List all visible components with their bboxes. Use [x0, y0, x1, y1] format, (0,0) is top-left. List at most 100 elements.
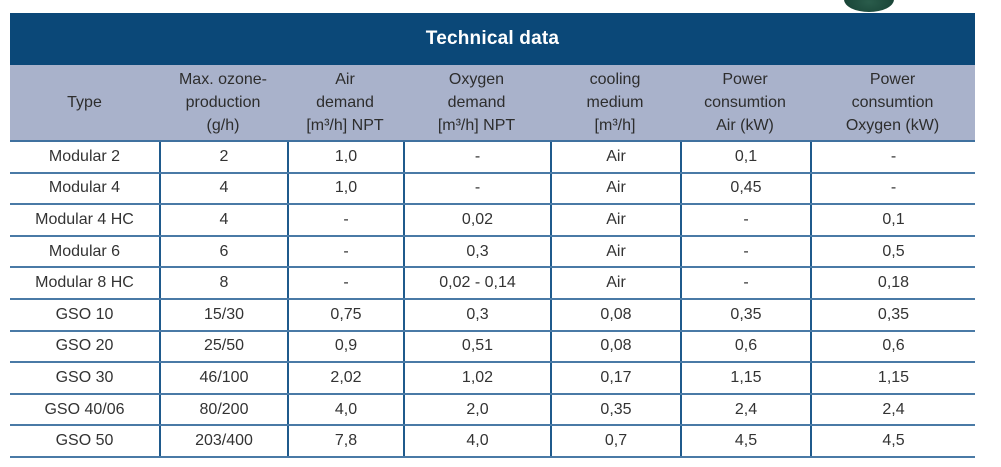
table-cell: 0,3 — [403, 299, 550, 330]
table-cell: 0,35 — [550, 394, 680, 425]
table-cell: - — [287, 268, 403, 298]
table-cell: 4,0 — [287, 394, 403, 425]
table-cell: Modular 4 — [48, 179, 121, 197]
table-cell: 2 — [159, 142, 287, 172]
table-cell: 0,3 — [403, 236, 550, 267]
table-cell: - — [287, 236, 403, 267]
table-cell: 1,0 — [287, 173, 403, 204]
table-cell: Modular 8 HC — [35, 274, 134, 292]
table-cell: - — [680, 205, 810, 235]
header-line: Air — [335, 71, 355, 88]
table-cell: 4,5 — [680, 426, 810, 456]
table-cell: 0,08 — [550, 299, 680, 330]
table-cell: GSO 10 — [55, 305, 114, 323]
table-title-bar: Technical data — [10, 13, 975, 65]
table-cell: 0,45 — [680, 173, 810, 204]
column-header-oxygen-demand: Oxygen demand [m³/h] NPT — [403, 65, 550, 140]
table-cell: 1,0 — [287, 142, 403, 172]
table-cell: GSO 50 — [55, 432, 114, 450]
table-cell: 7,8 — [287, 426, 403, 456]
header-line: Max. ozone- — [178, 71, 268, 88]
table-cell: GSO 40/06 — [44, 400, 125, 418]
table-cell: 1,02 — [403, 363, 550, 393]
header-line: Type — [67, 94, 102, 111]
column-header-power-consumtion-oxygen: Power consumtion Oxygen (kW) — [810, 65, 975, 140]
table-cell: Air — [550, 205, 680, 235]
column-header-type: Type — [10, 65, 159, 140]
header-line: demand — [447, 94, 506, 111]
table-row-gso-50: GSO 50 203/400 7,8 4,0 0,7 4,5 4,5 — [10, 426, 975, 458]
header-line: Power — [722, 71, 768, 88]
header-line: cooling — [589, 71, 641, 88]
table-cell: 1,15 — [810, 363, 975, 393]
table-row-modular-8-hc: Modular 8 HC 8 - 0,02 - 0,14 Air - 0,18 — [10, 268, 975, 300]
table-cell: 2,4 — [680, 394, 810, 425]
table-cell: 0,35 — [810, 299, 975, 330]
header-line: Oxygen — [448, 71, 505, 88]
table-cell: 0,5 — [810, 236, 975, 267]
header-line: (g/h) — [206, 117, 240, 134]
table-cell: 2,4 — [810, 394, 975, 425]
table-cell: 203/400 — [159, 426, 287, 456]
table-cell: 4 — [159, 205, 287, 235]
table-row-gso-20: GSO 20 25/50 0,9 0,51 0,08 0,6 0,6 — [10, 331, 975, 364]
column-header-power-consumtion-air: Power consumtion Air (kW) — [680, 65, 810, 140]
header-line: production — [185, 94, 261, 111]
table-title: Technical data — [425, 28, 560, 49]
table-cell: Air — [550, 236, 680, 267]
header-line: demand — [316, 94, 374, 111]
header-line: Oxygen (kW) — [845, 117, 940, 134]
table-cell: 0,6 — [810, 331, 975, 362]
table-cell: 2,02 — [287, 363, 403, 393]
table-cell: 4,5 — [810, 426, 975, 456]
table-cell: - — [403, 173, 550, 204]
header-line: consumtion — [851, 94, 934, 111]
header-line: [m³/h] — [594, 117, 636, 134]
table-cell: 0,7 — [550, 426, 680, 456]
header-line: [m³/h] NPT — [437, 117, 516, 134]
table-cell: 80/200 — [159, 394, 287, 425]
table-cell: 0,9 — [287, 331, 403, 362]
table-row-modular-4-hc: Modular 4 HC 4 - 0,02 Air - 0,1 — [10, 205, 975, 237]
table-cell: - — [810, 173, 975, 204]
header-line: [m³/h] NPT — [306, 117, 384, 134]
header-line: Air (kW) — [716, 117, 774, 134]
table-row-gso-30: GSO 30 46/100 2,02 1,02 0,17 1,15 1,15 — [10, 363, 975, 395]
table-cell: - — [403, 142, 550, 172]
table-cell: GSO 20 — [55, 337, 114, 355]
table-cell: 0,02 — [403, 205, 550, 235]
table-cell: Air — [550, 142, 680, 172]
table-cell: 2,0 — [403, 394, 550, 425]
table-cell: 15/30 — [159, 299, 287, 330]
table-cell: 4 — [159, 173, 287, 204]
table-cell: 8 — [159, 268, 287, 298]
table-cell: GSO 30 — [55, 368, 114, 386]
table-cell: 25/50 — [159, 331, 287, 362]
table-cell: - — [680, 236, 810, 267]
table-cell: Modular 4 HC — [35, 210, 134, 228]
table-cell: 0,1 — [810, 205, 975, 235]
header-line: Power — [869, 71, 916, 88]
table-cell: Modular 2 — [48, 147, 121, 165]
table-cell: 0,51 — [403, 331, 550, 362]
table-cell: 0,1 — [680, 142, 810, 172]
table-header-row: Type Max. ozone- production (g/h) Air de… — [10, 65, 975, 142]
header-line: medium — [586, 94, 644, 111]
table-cell: 0,02 - 0,14 — [403, 268, 550, 298]
table-cell: 6 — [159, 236, 287, 267]
table-cell: - — [810, 142, 975, 172]
table-row-gso-10: GSO 10 15/30 0,75 0,3 0,08 0,35 0,35 — [10, 299, 975, 332]
table-row-gso-40-06: GSO 40/06 80/200 4,0 2,0 0,35 2,4 2,4 — [10, 394, 975, 427]
table-cell: 0,75 — [287, 299, 403, 330]
header-line: consumtion — [704, 94, 786, 111]
table-cell: 4,0 — [403, 426, 550, 456]
technical-data-table: Technical data Type Max. ozone- producti… — [10, 13, 975, 458]
table-row-modular-6: Modular 6 6 - 0,3 Air - 0,5 — [10, 236, 975, 269]
table-cell: - — [287, 205, 403, 235]
table-row-modular-4: Modular 4 4 1,0 - Air 0,45 - — [10, 173, 975, 206]
table-cell: 46/100 — [159, 363, 287, 393]
table-cell: 0,6 — [680, 331, 810, 362]
table-cell: 1,15 — [680, 363, 810, 393]
column-header-cooling-medium: cooling medium [m³/h] — [550, 65, 680, 140]
table-cell: 0,18 — [810, 268, 975, 298]
